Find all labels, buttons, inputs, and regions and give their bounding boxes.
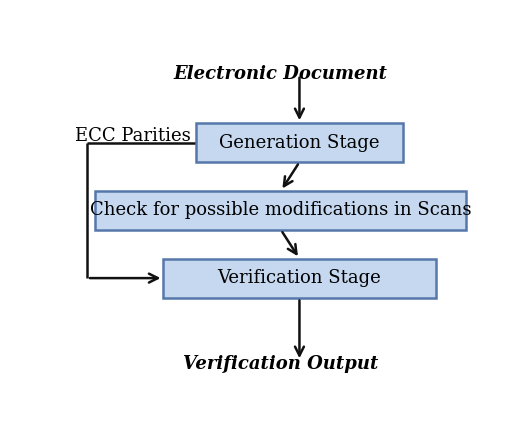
FancyBboxPatch shape [163,259,436,297]
Text: ECC Parities: ECC Parities [74,127,190,145]
Text: Verification Stage: Verification Stage [218,269,381,287]
Text: Verification Output: Verification Output [183,355,379,373]
Text: Generation Stage: Generation Stage [219,134,380,152]
FancyBboxPatch shape [196,123,403,162]
Text: Check for possible modifications in Scans: Check for possible modifications in Scan… [90,202,472,220]
Text: Electronic Document: Electronic Document [174,65,388,83]
FancyBboxPatch shape [95,191,467,230]
